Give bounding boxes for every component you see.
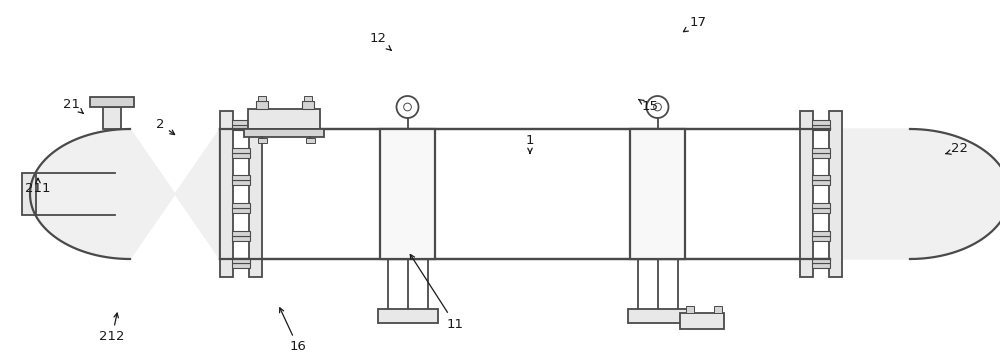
Bar	[800, 111, 813, 277]
Bar	[232, 125, 250, 130]
Bar	[812, 175, 830, 180]
Bar	[812, 148, 830, 153]
Bar	[630, 129, 685, 259]
Bar	[220, 111, 233, 277]
Bar	[248, 109, 320, 129]
Bar	[380, 129, 435, 259]
Bar	[680, 313, 724, 329]
Bar	[302, 101, 314, 109]
Bar	[812, 153, 830, 158]
Bar	[232, 230, 250, 236]
Text: 1: 1	[526, 135, 534, 153]
Bar	[812, 203, 830, 208]
Text: 11: 11	[410, 255, 464, 331]
Bar	[232, 258, 250, 263]
Bar	[256, 101, 268, 109]
Circle shape	[396, 96, 418, 118]
Bar	[628, 309, 688, 323]
Bar	[714, 306, 722, 313]
Bar	[232, 120, 250, 125]
Bar	[812, 230, 830, 236]
Bar	[249, 111, 262, 277]
Bar	[812, 258, 830, 263]
Bar	[812, 208, 830, 213]
Bar	[103, 107, 121, 129]
Text: 15: 15	[639, 99, 658, 113]
Circle shape	[646, 96, 668, 118]
Bar	[232, 148, 250, 153]
Bar	[812, 263, 830, 268]
Polygon shape	[830, 129, 1000, 259]
Bar	[258, 96, 266, 101]
Bar	[686, 306, 694, 313]
Bar	[22, 173, 36, 215]
Text: 12: 12	[370, 33, 391, 50]
Text: 22: 22	[946, 143, 968, 155]
Bar	[232, 203, 250, 208]
Bar	[232, 175, 250, 180]
Bar	[232, 153, 250, 158]
Bar	[306, 138, 315, 143]
Bar	[232, 236, 250, 241]
Bar	[812, 180, 830, 185]
Bar	[829, 111, 842, 277]
Bar	[90, 97, 134, 107]
Text: 212: 212	[99, 313, 125, 344]
Text: 2: 2	[156, 117, 175, 135]
Text: 17: 17	[683, 15, 706, 32]
Bar	[232, 263, 250, 268]
Bar	[232, 208, 250, 213]
Bar	[812, 236, 830, 241]
Bar	[258, 138, 267, 143]
Bar	[244, 129, 324, 137]
Text: 21: 21	[64, 98, 83, 113]
Bar	[378, 309, 438, 323]
Bar	[232, 180, 250, 185]
Bar	[812, 120, 830, 125]
Text: 16: 16	[280, 308, 306, 354]
Polygon shape	[30, 129, 220, 259]
Text: 211: 211	[25, 178, 51, 196]
Bar	[304, 96, 312, 101]
Bar	[812, 125, 830, 130]
